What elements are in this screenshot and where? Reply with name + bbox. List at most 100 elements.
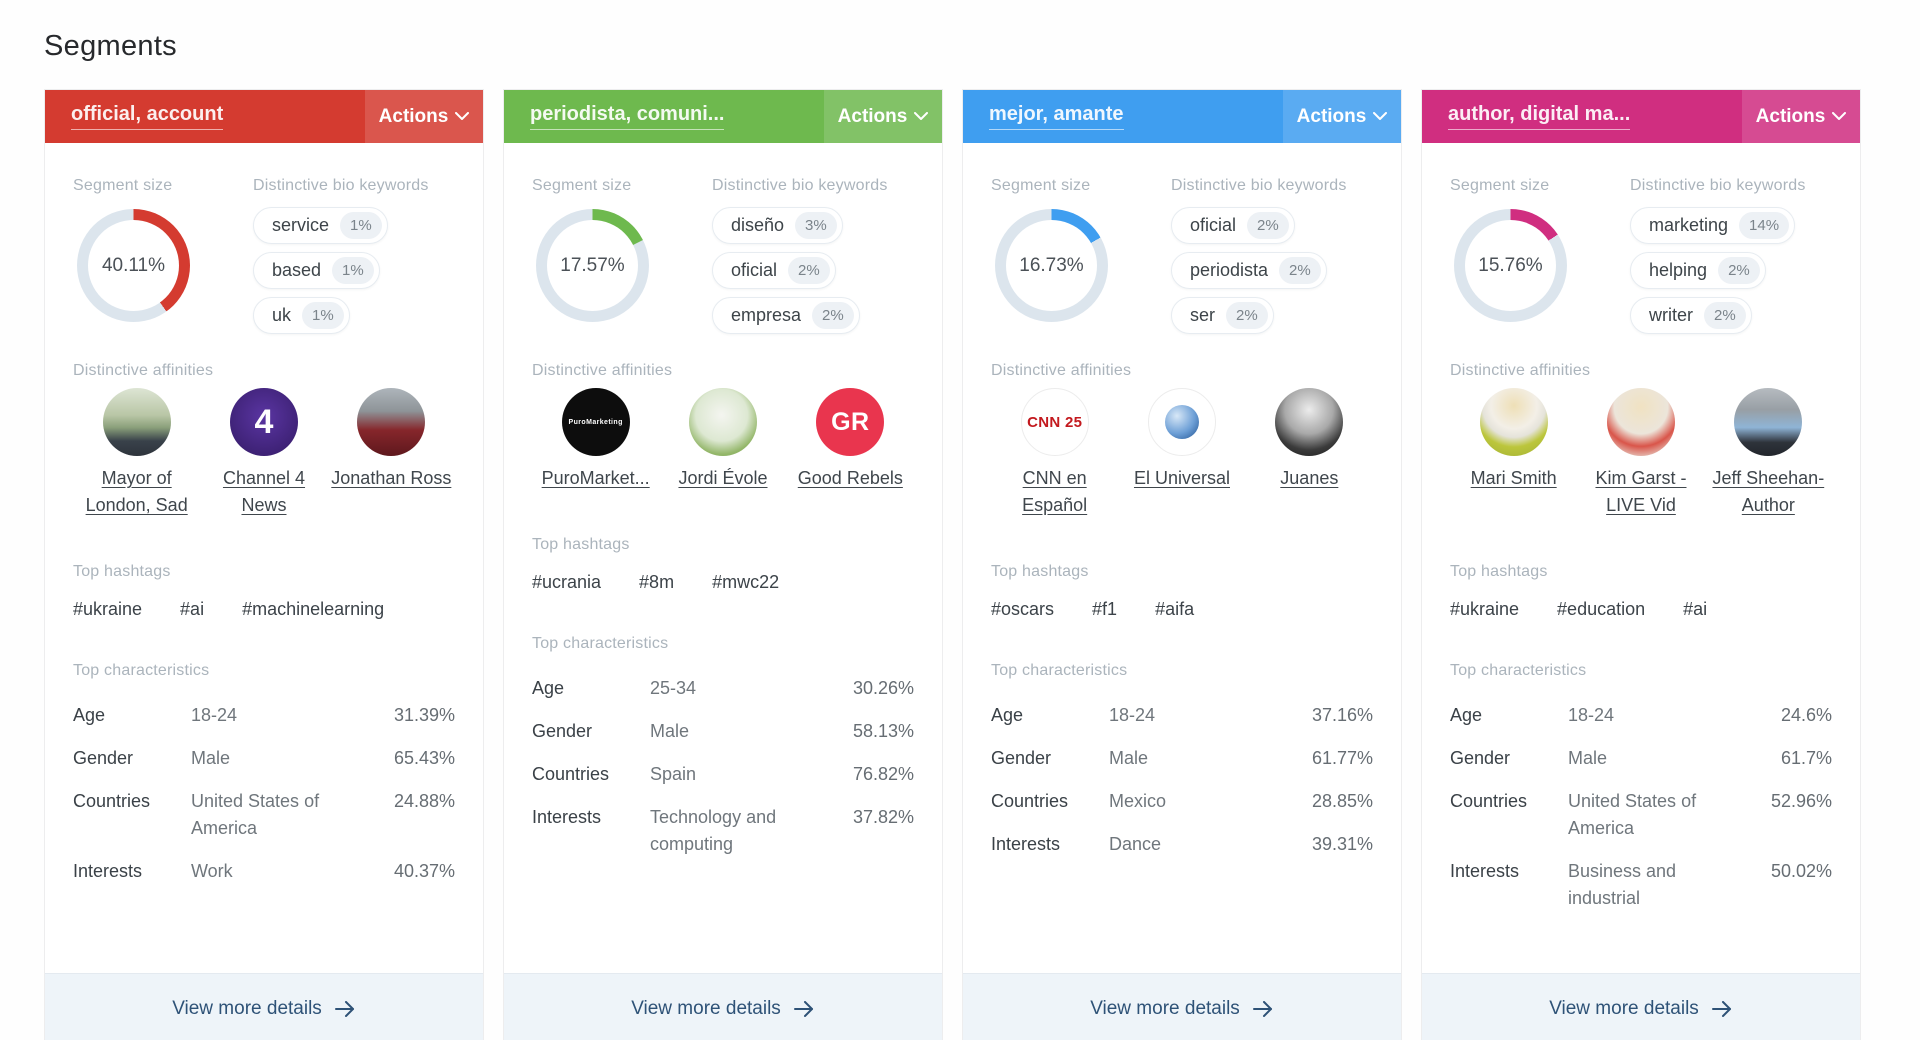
- characteristics-label: Top characteristics: [1450, 662, 1587, 679]
- segment-size-label: Segment size: [991, 177, 1091, 194]
- hashtag-item: #f1: [1092, 599, 1118, 619]
- card-header: periodista, comuni... Actions: [504, 90, 942, 143]
- affinities-label: Distinctive affinities: [532, 362, 673, 379]
- actions-button[interactable]: Actions: [365, 90, 483, 143]
- keyword-pill: marketing 14%: [1630, 207, 1796, 244]
- characteristic-row: Interests Technology and computing 37.82%: [532, 807, 914, 854]
- bio-keywords-label: Distinctive bio keywords: [712, 177, 888, 194]
- affinity-name-link[interactable]: Jeff Sheehan-Author: [1712, 468, 1825, 515]
- hashtags-label: Top hashtags: [1450, 563, 1548, 580]
- bio-keywords-label: Distinctive bio keywords: [253, 177, 429, 194]
- characteristic-row: Age 18-24 37.16%: [991, 705, 1373, 725]
- affinity-avatar[interactable]: [688, 388, 757, 456]
- affinity-avatar[interactable]: [1147, 388, 1216, 456]
- affinity-avatar[interactable]: [1734, 388, 1803, 456]
- keyword-percent-badge: 2%: [1704, 302, 1746, 329]
- affinity-avatar[interactable]: [1275, 388, 1344, 456]
- affinity-name-link[interactable]: Jonathan Ross: [331, 468, 452, 488]
- affinity-avatar[interactable]: [1479, 388, 1548, 456]
- chevron-down-icon: [455, 112, 470, 121]
- characteristic-row: Gender Male 61.7%: [1450, 748, 1832, 768]
- affinity-avatar[interactable]: CNN 25: [1020, 388, 1089, 456]
- characteristic-row: Countries Mexico 28.85%: [991, 791, 1373, 811]
- hashtags-label: Top hashtags: [73, 563, 171, 580]
- characteristic-row: Age 18-24 24.6%: [1450, 705, 1832, 725]
- affinity-item: Kim Garst - LIVE Vid: [1577, 388, 1704, 519]
- segment-size-label: Segment size: [532, 177, 632, 194]
- segment-size-value: 16.73%: [1019, 254, 1084, 276]
- hashtag-item: #mwc22: [712, 572, 780, 592]
- affinity-name-link[interactable]: Mayor of London, Sad: [85, 468, 188, 515]
- affinity-avatar[interactable]: GR: [816, 388, 885, 456]
- hashtag-item: #ai: [180, 599, 205, 619]
- affinity-avatar[interactable]: 4: [229, 388, 298, 456]
- segment-title-link[interactable]: official, account: [71, 103, 224, 130]
- actions-button[interactable]: Actions: [1283, 90, 1401, 143]
- affinity-avatar[interactable]: PuroMarketing: [561, 388, 630, 456]
- affinity-name-link[interactable]: Juanes: [1280, 468, 1339, 488]
- keyword-pill: periodista 2%: [1171, 252, 1327, 289]
- hashtags-label: Top hashtags: [991, 563, 1089, 580]
- affinity-item: Mayor of London, Sad: [73, 388, 200, 519]
- keyword-percent-badge: 2%: [1226, 302, 1268, 329]
- keyword-pill: oficial 2%: [1171, 207, 1295, 244]
- keyword-pill: writer 2%: [1630, 297, 1752, 334]
- hashtag-item: #machinelearning: [242, 599, 385, 619]
- characteristic-row: Interests Work 40.37%: [73, 861, 455, 881]
- segment-title-link[interactable]: mejor, amante: [989, 103, 1124, 130]
- bio-keywords-label: Distinctive bio keywords: [1171, 177, 1347, 194]
- affinity-name-link[interactable]: Mari Smith: [1470, 468, 1557, 488]
- segment-title-link[interactable]: author, digital ma...: [1448, 103, 1631, 130]
- arrow-right-icon: [334, 1000, 356, 1017]
- actions-button[interactable]: Actions: [1742, 90, 1860, 143]
- segment-card: official, account Actions Segment size 4…: [44, 89, 484, 1040]
- segment-title-link[interactable]: periodista, comuni...: [530, 103, 725, 130]
- segment-size-value: 17.57%: [560, 254, 625, 276]
- bio-keywords-label: Distinctive bio keywords: [1630, 177, 1806, 194]
- view-more-details-button[interactable]: View more details: [45, 973, 483, 1040]
- characteristics-label: Top characteristics: [73, 662, 210, 679]
- affinity-item: PuroMarketing PuroMarket...: [532, 388, 659, 492]
- segment-size-value: 15.76%: [1478, 254, 1543, 276]
- keyword-percent-badge: 3%: [795, 212, 837, 239]
- affinity-name-link[interactable]: El Universal: [1133, 468, 1230, 488]
- affinity-name-link[interactable]: Channel 4 News: [222, 468, 306, 515]
- view-more-details-button[interactable]: View more details: [504, 973, 942, 1040]
- affinities-label: Distinctive affinities: [73, 362, 214, 379]
- keyword-percent-badge: 2%: [812, 302, 854, 329]
- affinity-item: Mari Smith: [1450, 388, 1577, 519]
- characteristic-row: Interests Dance 39.31%: [991, 834, 1373, 854]
- hashtags-label: Top hashtags: [532, 536, 630, 553]
- affinity-name-link[interactable]: Kim Garst - LIVE Vid: [1595, 468, 1687, 515]
- hashtag-item: #ukraine: [1450, 599, 1520, 619]
- view-more-details-button[interactable]: View more details: [963, 973, 1401, 1040]
- characteristic-row: Age 25-34 30.26%: [532, 678, 914, 698]
- affinity-item: Jeff Sheehan-Author: [1705, 388, 1832, 519]
- affinity-name-link[interactable]: PuroMarket...: [541, 468, 650, 488]
- affinity-name-link[interactable]: Good Rebels: [797, 468, 903, 488]
- chevron-down-icon: [1832, 112, 1847, 121]
- keyword-percent-badge: 1%: [332, 257, 374, 284]
- chevron-down-icon: [1373, 112, 1388, 121]
- characteristic-row: Gender Male 61.77%: [991, 748, 1373, 768]
- affinity-avatar[interactable]: [1606, 388, 1675, 456]
- characteristics-label: Top characteristics: [532, 635, 669, 652]
- segment-card: author, digital ma... Actions Segment si…: [1421, 89, 1861, 1040]
- segment-size-label: Segment size: [73, 177, 173, 194]
- affinity-item: Jordi Évole: [659, 388, 786, 492]
- keyword-percent-badge: 1%: [302, 302, 344, 329]
- characteristic-row: Countries United States of America 52.96%: [1450, 791, 1832, 838]
- segment-size-donut: 17.57%: [536, 209, 649, 322]
- segment-size-donut: 16.73%: [995, 209, 1108, 322]
- actions-button[interactable]: Actions: [824, 90, 942, 143]
- hashtag-item: #8m: [639, 572, 675, 592]
- affinity-avatar[interactable]: [102, 388, 171, 456]
- affinity-avatar[interactable]: [357, 388, 426, 456]
- view-more-details-button[interactable]: View more details: [1422, 973, 1860, 1040]
- affinity-name-link[interactable]: Jordi Évole: [678, 468, 768, 488]
- characteristic-row: Age 18-24 31.39%: [73, 705, 455, 725]
- characteristic-row: Gender Male 65.43%: [73, 748, 455, 768]
- affinity-item: 4 Channel 4 News: [200, 388, 327, 519]
- affinity-name-link[interactable]: CNN en Español: [1022, 468, 1088, 515]
